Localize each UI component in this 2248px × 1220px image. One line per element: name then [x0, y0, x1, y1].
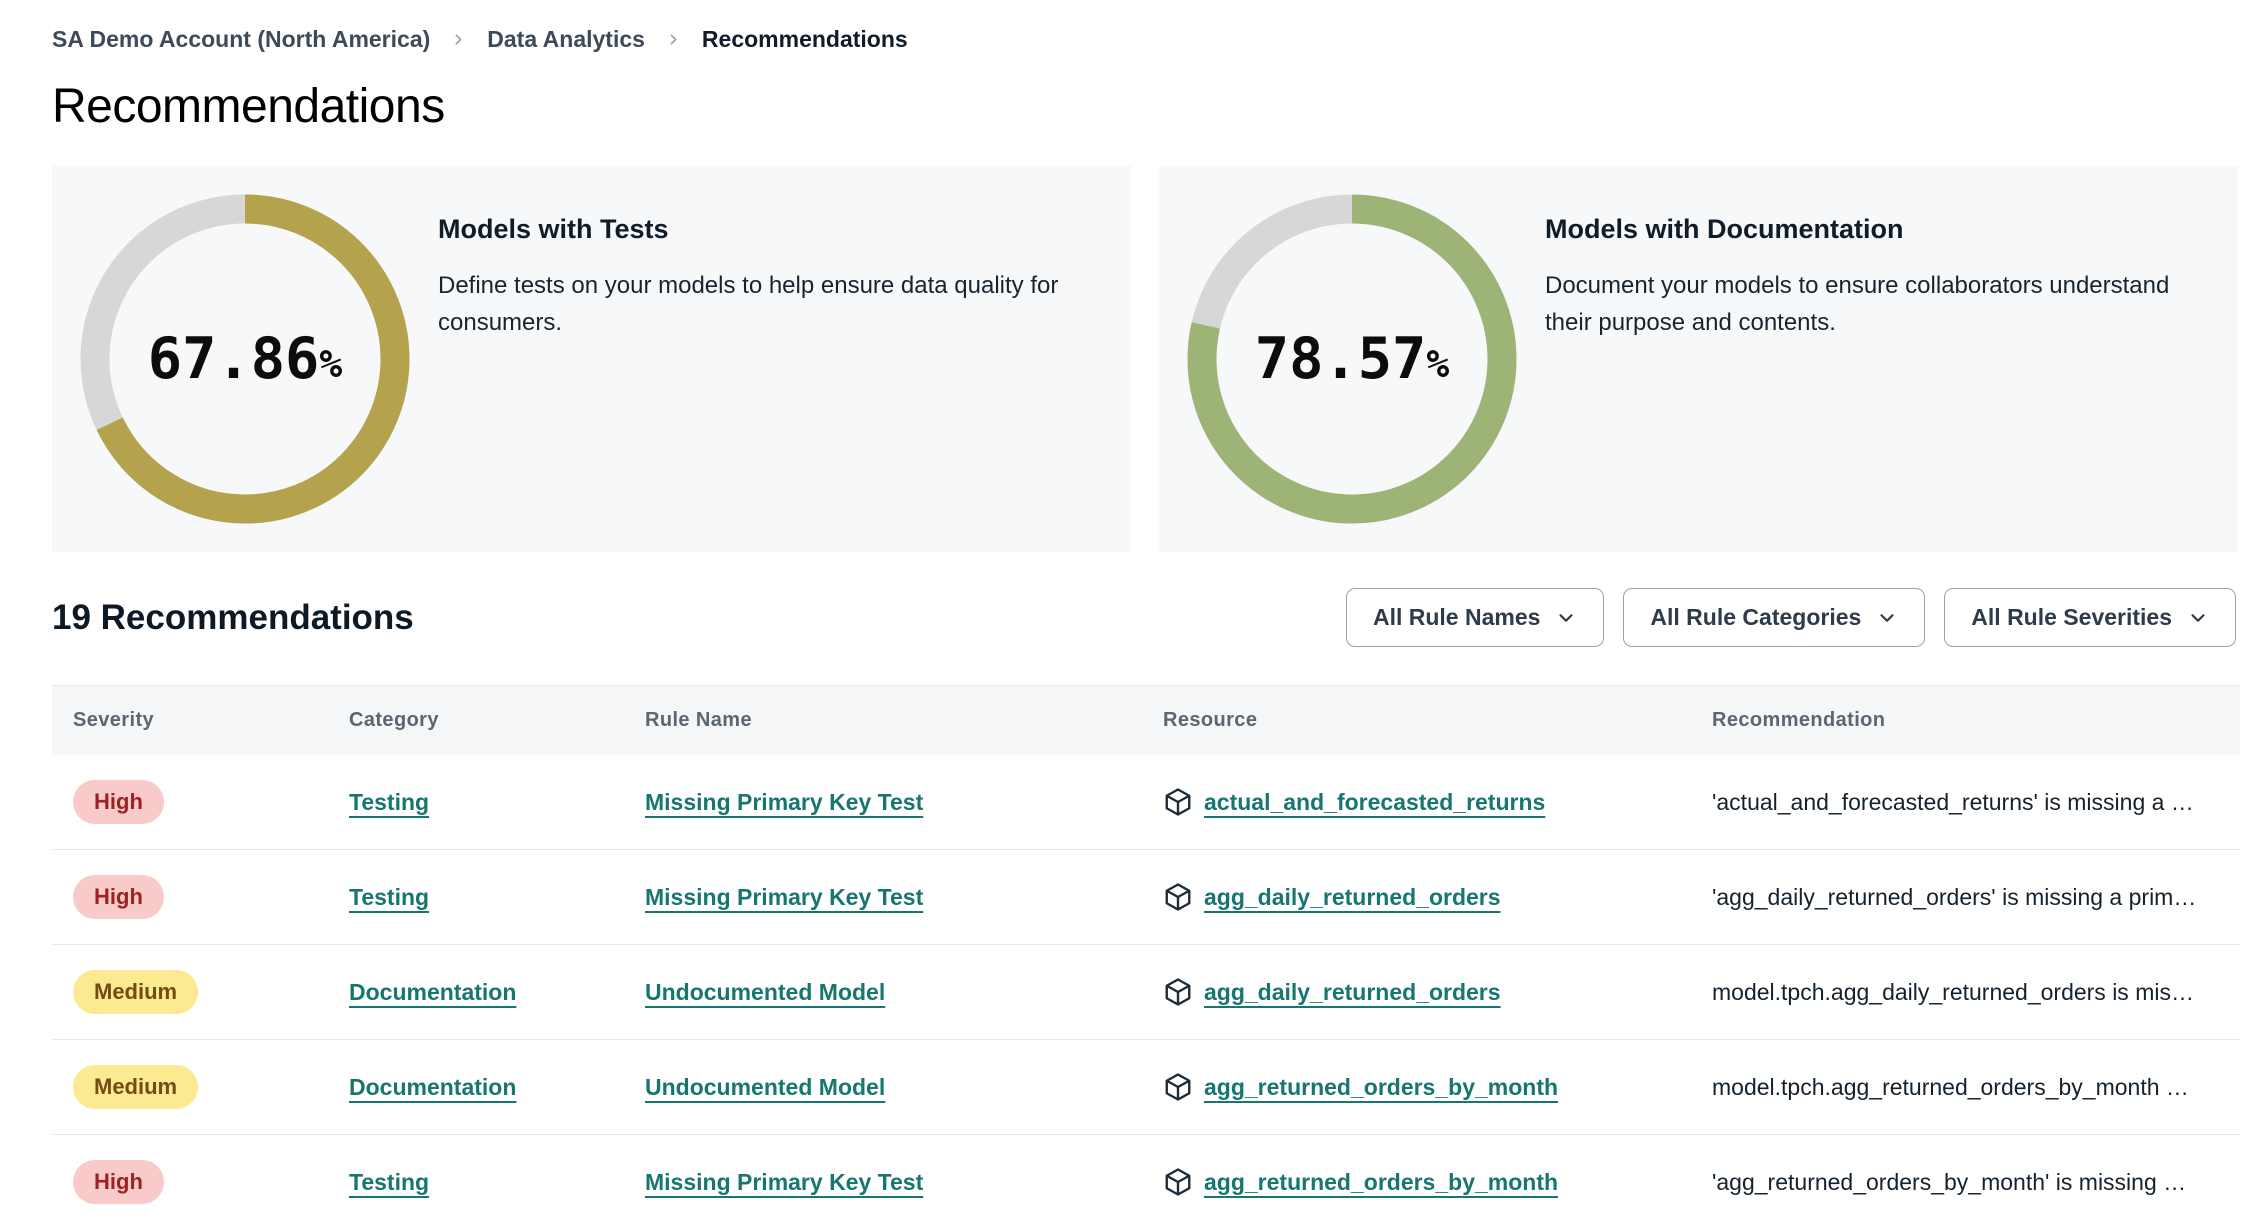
breadcrumb: SA Demo Account (North America) Data Ana…	[52, 26, 2238, 53]
resource-cell: agg_returned_orders_by_month	[1163, 1072, 1712, 1102]
recommendation-text: model.tpch.agg_returned_orders_by_month …	[1712, 1073, 2189, 1100]
chevron-down-icon	[1876, 607, 1898, 629]
page-title: Recommendations	[52, 80, 445, 133]
category-cell: Documentation	[349, 1074, 645, 1101]
list-header: 19 Recommendations All Rule Names All Ru…	[52, 588, 2238, 647]
severity-cell: High	[52, 1160, 349, 1204]
resource-cell: agg_daily_returned_orders	[1163, 882, 1712, 912]
rule-name-link[interactable]: Undocumented Model	[645, 978, 886, 1005]
documentation-donut-percentage: 78.57%	[1254, 326, 1450, 392]
severity-badge: Medium	[73, 1065, 199, 1109]
resource-link[interactable]: agg_daily_returned_orders	[1204, 883, 1501, 910]
resource-link[interactable]: agg_returned_orders_by_month	[1204, 1073, 1559, 1100]
stat-cards: 67.86% Models with Tests Define tests on…	[52, 166, 2238, 552]
table-row: Medium Documentation Undocumented Model …	[52, 945, 2240, 1040]
resource-link[interactable]: agg_daily_returned_orders	[1204, 978, 1501, 1005]
header-recommendation: Recommendation	[1712, 709, 1886, 731]
breadcrumb-project[interactable]: Data Analytics	[487, 26, 645, 52]
rule-names-filter[interactable]: All Rule Names	[1345, 588, 1605, 647]
recommendation-text: 'actual_and_forecasted_returns' is missi…	[1712, 788, 2194, 815]
card-title: Models with Tests	[438, 214, 669, 244]
severity-cell: High	[52, 780, 349, 824]
severity-cell: Medium	[52, 1065, 349, 1109]
rule-name-cell: Missing Primary Key Test	[645, 884, 1163, 911]
filter-bar: All Rule Names All Rule Categories All R…	[1345, 588, 2236, 647]
model-cube-icon	[1163, 977, 1193, 1007]
category-link[interactable]: Testing	[349, 1168, 430, 1195]
recommendations-count: 19 Recommendations	[52, 597, 414, 637]
resource-link[interactable]: agg_returned_orders_by_month	[1204, 1168, 1559, 1195]
recommendation-text: model.tpch.agg_daily_returned_orders is …	[1712, 978, 2194, 1005]
breadcrumb-current: Recommendations	[701, 26, 908, 52]
chevron-right-icon	[450, 31, 467, 48]
chevron-down-icon	[1555, 607, 1577, 629]
donut-svg	[1187, 194, 1517, 524]
category-cell: Documentation	[349, 979, 645, 1006]
recommendations-table: Severity Category Rule Name Resource Rec…	[52, 685, 2240, 1220]
severity-cell: Medium	[52, 970, 349, 1014]
severity-badge: Medium	[73, 970, 199, 1014]
category-link[interactable]: Documentation	[349, 978, 517, 1005]
tests-donut-percentage: 67.86%	[147, 326, 343, 392]
table-row: High Testing Missing Primary Key Test ac…	[52, 755, 2240, 850]
category-link[interactable]: Documentation	[349, 1073, 517, 1100]
card-title: Models with Documentation	[1545, 214, 1904, 244]
rule-name-link[interactable]: Missing Primary Key Test	[645, 1168, 924, 1195]
rule-name-cell: Undocumented Model	[645, 979, 1163, 1006]
rule-categories-filter[interactable]: All Rule Categories	[1623, 588, 1926, 647]
breadcrumb-account[interactable]: SA Demo Account (North America)	[52, 26, 431, 52]
model-cube-icon	[1163, 1167, 1193, 1197]
category-link[interactable]: Testing	[349, 883, 430, 910]
table-row: High Testing Missing Primary Key Test ag…	[52, 1135, 2240, 1220]
card-description: Document your models to ensure collabora…	[1545, 272, 2170, 337]
tests-card-text: Models with Tests Define tests on your m…	[438, 194, 1103, 524]
filter-label: All Rule Severities	[1971, 604, 2172, 630]
chevron-down-icon	[2187, 607, 2209, 629]
rule-name-cell: Undocumented Model	[645, 1074, 1163, 1101]
models-with-tests-card: 67.86% Models with Tests Define tests on…	[52, 166, 1131, 552]
filter-label: All Rule Names	[1372, 604, 1541, 630]
model-cube-icon	[1163, 882, 1193, 912]
header-category: Category	[349, 709, 439, 731]
card-description: Define tests on your models to help ensu…	[438, 272, 1059, 337]
model-cube-icon	[1163, 1072, 1193, 1102]
category-link[interactable]: Testing	[349, 788, 430, 815]
documentation-donut-chart: 78.57%	[1187, 194, 1517, 524]
header-severity: Severity	[73, 709, 155, 731]
category-cell: Testing	[349, 789, 645, 816]
severity-cell: High	[52, 875, 349, 919]
severity-badge: High	[73, 1160, 164, 1204]
severity-badge: High	[73, 780, 164, 824]
donut-svg	[80, 194, 410, 524]
chevron-right-icon	[665, 31, 682, 48]
table-row: High Testing Missing Primary Key Test ag…	[52, 850, 2240, 945]
resource-cell: actual_and_forecasted_returns	[1163, 787, 1712, 817]
documentation-card-text: Models with Documentation Document your …	[1545, 194, 2210, 524]
rule-name-cell: Missing Primary Key Test	[645, 1169, 1163, 1196]
recommendation-text: 'agg_returned_orders_by_month' is missin…	[1712, 1168, 2187, 1195]
table-header-row: Severity Category Rule Name Resource Rec…	[52, 685, 2240, 755]
resource-cell: agg_returned_orders_by_month	[1163, 1167, 1712, 1197]
recommendation-text: 'agg_daily_returned_orders' is missing a…	[1712, 883, 2197, 910]
model-cube-icon	[1163, 787, 1193, 817]
models-with-documentation-card: 78.57% Models with Documentation Documen…	[1159, 166, 2238, 552]
rule-name-cell: Missing Primary Key Test	[645, 789, 1163, 816]
rule-name-link[interactable]: Missing Primary Key Test	[645, 788, 924, 815]
rule-name-link[interactable]: Missing Primary Key Test	[645, 883, 924, 910]
category-cell: Testing	[349, 1169, 645, 1196]
rule-name-link[interactable]: Undocumented Model	[645, 1073, 886, 1100]
table-row: Medium Documentation Undocumented Model …	[52, 1040, 2240, 1135]
category-cell: Testing	[349, 884, 645, 911]
header-resource: Resource	[1163, 709, 1258, 731]
filter-label: All Rule Categories	[1650, 604, 1862, 630]
severity-badge: High	[73, 875, 164, 919]
header-rule-name: Rule Name	[645, 709, 752, 731]
resource-cell: agg_daily_returned_orders	[1163, 977, 1712, 1007]
tests-donut-chart: 67.86%	[80, 194, 410, 524]
rule-severities-filter[interactable]: All Rule Severities	[1944, 588, 2236, 647]
resource-link[interactable]: actual_and_forecasted_returns	[1204, 788, 1546, 815]
